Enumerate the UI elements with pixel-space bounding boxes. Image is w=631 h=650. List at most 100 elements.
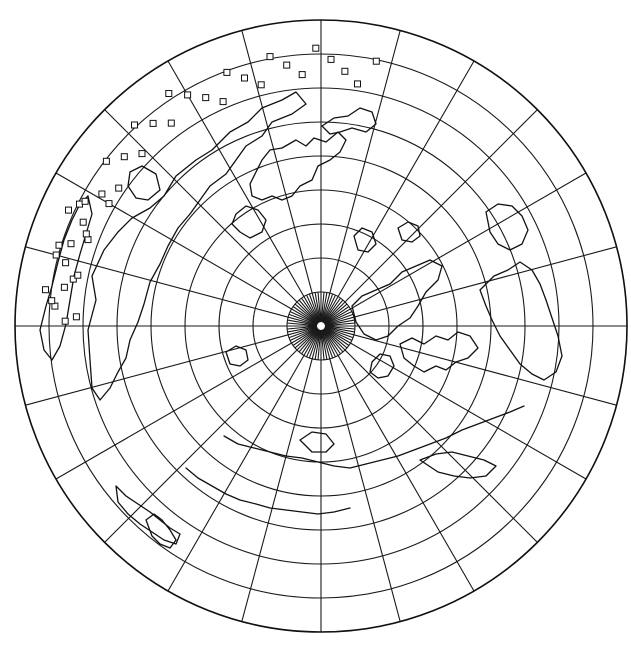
coastline-alaska	[39, 195, 93, 361]
polar-spoke	[323, 303, 348, 324]
station-marker	[67, 240, 75, 248]
station-marker	[98, 190, 106, 198]
polar-spoke	[287, 319, 318, 326]
polar-spoke	[291, 308, 318, 325]
polar-spoke	[324, 316, 354, 326]
station-marker	[65, 206, 72, 214]
polar-spoke	[322, 329, 336, 358]
polar-spoke	[292, 306, 319, 325]
polar-spoke	[321, 329, 331, 359]
polar-spoke	[308, 293, 321, 323]
polar-spoke	[303, 329, 320, 356]
station-marker	[79, 218, 87, 226]
station-marker	[167, 119, 175, 127]
coastline-iberia-africa	[479, 261, 563, 381]
station-marker	[131, 121, 138, 129]
polar-spoke	[317, 292, 322, 323]
polar-spoke	[317, 329, 322, 360]
polar-spoke	[314, 292, 321, 323]
meridian-line	[329, 30, 401, 294]
polar-spoke	[322, 328, 341, 355]
station-marker	[341, 67, 349, 75]
station-marker	[298, 71, 306, 79]
meridian-line	[350, 172, 587, 310]
station-marker	[149, 119, 157, 127]
meridian-line	[353, 334, 617, 406]
meridian-line	[55, 342, 292, 480]
station-marker	[42, 286, 49, 294]
meridian-line	[241, 358, 313, 622]
polar-spoke	[288, 316, 318, 326]
polar-spoke	[322, 296, 339, 323]
polar-spoke	[323, 328, 346, 351]
polar-spoke	[287, 325, 318, 330]
polar-spoke	[323, 327, 350, 346]
polar-spoke	[324, 325, 355, 330]
polar-spoke	[324, 313, 354, 326]
meridian-line	[241, 30, 313, 294]
polar-spoke	[324, 326, 354, 336]
meridian-line	[337, 60, 475, 297]
coastline-kamchatka	[115, 485, 181, 545]
coastline-novaya-zemlya	[369, 353, 395, 379]
station-marker	[62, 259, 70, 267]
meridian-line	[25, 246, 289, 318]
map-outer-boundary	[14, 19, 628, 633]
meridian-line	[350, 342, 587, 480]
coastline-japan	[145, 513, 177, 549]
polar-spoke	[324, 326, 355, 333]
polar-spoke	[324, 327, 351, 344]
station-marker	[138, 150, 146, 158]
station-marker	[266, 53, 274, 61]
polar-spoke	[321, 293, 331, 323]
meridian-line	[167, 355, 305, 592]
coastline-east-asia	[185, 467, 351, 515]
station-marker	[102, 157, 110, 165]
polar-spoke	[292, 327, 319, 346]
coastline-scandinavia	[351, 259, 443, 341]
polar-spoke	[311, 293, 321, 323]
polar-spoke	[306, 294, 320, 323]
station-marker	[257, 81, 265, 89]
meridian-lines	[15, 20, 627, 632]
polar-spoke	[311, 329, 321, 359]
coastline-svalbard	[353, 227, 377, 253]
polar-spoke	[294, 328, 319, 349]
polar-spoke	[288, 326, 318, 336]
coastline-greenland	[249, 131, 347, 201]
polar-spoke	[308, 329, 321, 359]
polar-spoke	[306, 329, 320, 358]
meridian-line	[55, 172, 292, 310]
polar-spoke	[314, 329, 321, 360]
station-marker	[74, 271, 82, 279]
polar-spoke	[288, 313, 318, 326]
polar-spoke	[303, 296, 320, 323]
coastlines	[39, 91, 563, 549]
polar-spoke	[324, 327, 353, 341]
polar-spoke	[322, 294, 336, 323]
polar-spoke	[298, 299, 319, 324]
meridian-line	[353, 246, 617, 318]
station-marker	[354, 80, 361, 88]
polar-spoke	[324, 322, 355, 327]
polar-spoke	[291, 327, 318, 344]
polar-spoke	[289, 327, 318, 341]
station-marker	[120, 153, 128, 161]
station-marker	[69, 275, 77, 283]
station-marker	[55, 241, 63, 249]
station-marker	[223, 68, 231, 76]
station-marker	[48, 297, 56, 305]
polar-spoke	[324, 326, 354, 339]
polar-spoke	[324, 308, 351, 325]
polar-spoke	[288, 326, 318, 339]
polar-spoke	[324, 319, 355, 326]
station-marker	[115, 184, 123, 192]
coastline-ellesmere	[231, 205, 267, 239]
station-marker	[105, 200, 113, 208]
station-marker	[219, 98, 227, 106]
meridian-line	[104, 109, 298, 303]
polar-spoke	[301, 328, 320, 355]
meridian-line	[25, 334, 289, 406]
station-marker	[165, 90, 173, 97]
